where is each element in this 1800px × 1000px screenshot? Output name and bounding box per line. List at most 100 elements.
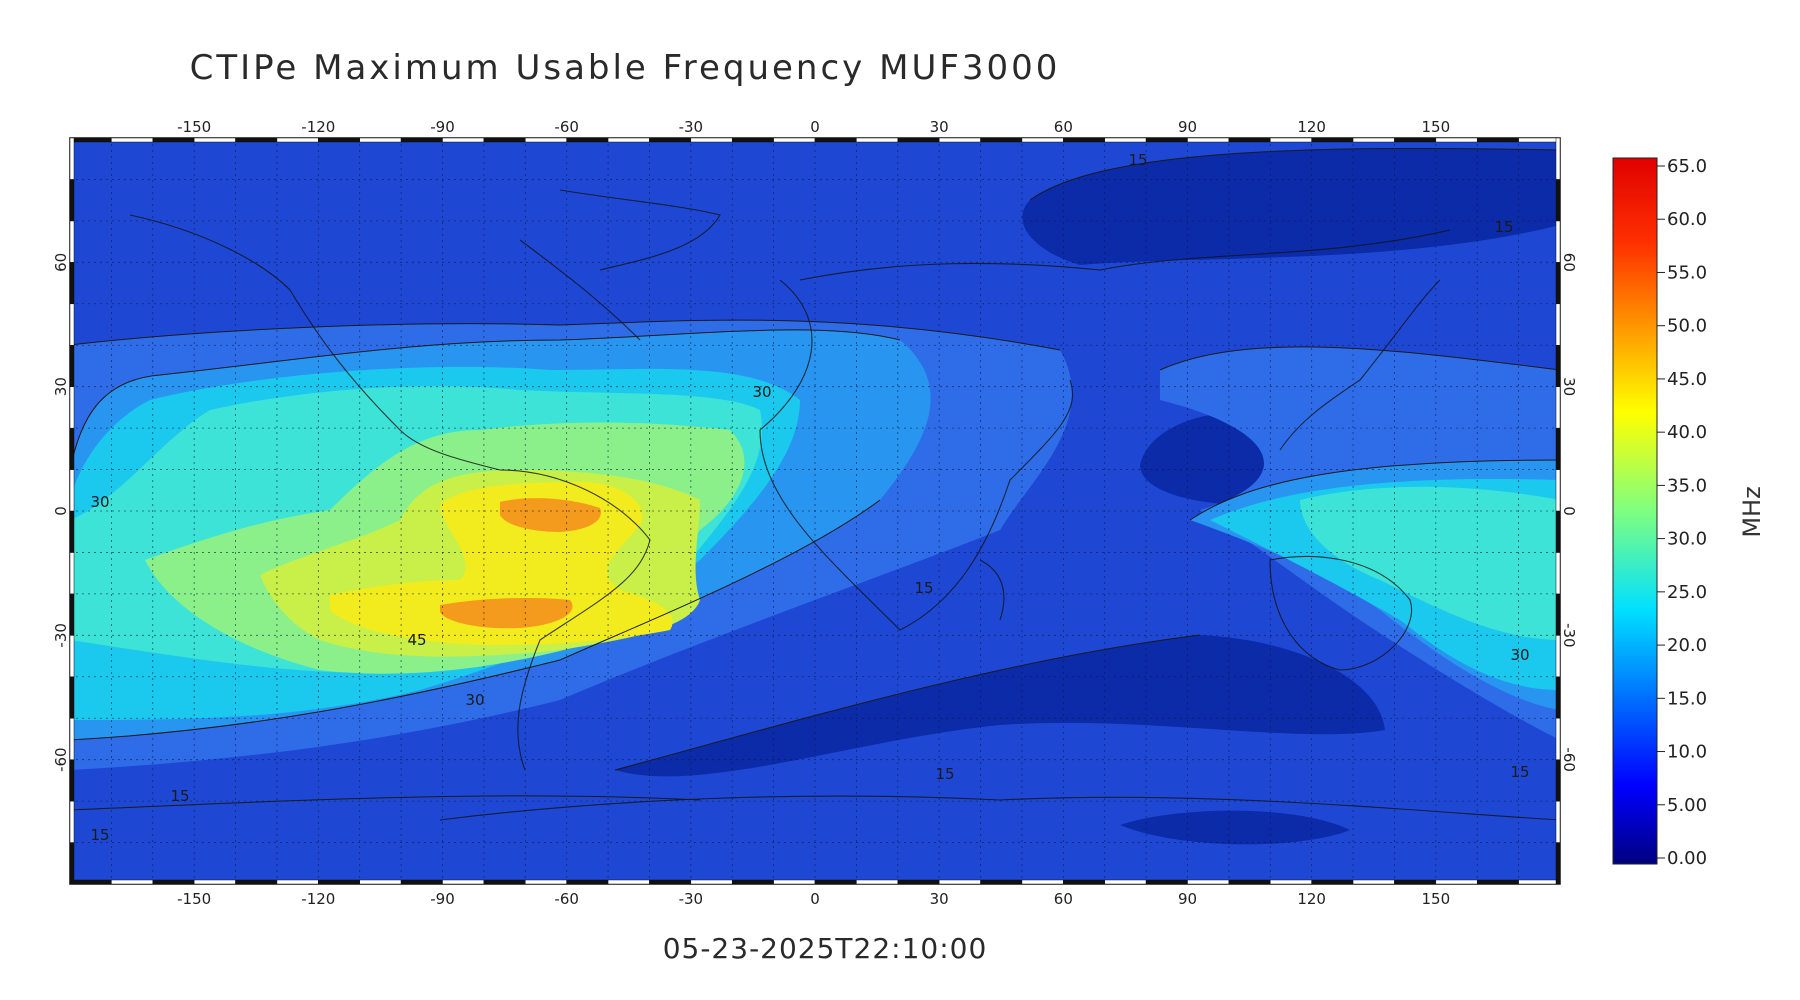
border-segment [359, 137, 402, 143]
border-segment [814, 137, 857, 143]
contour-fill: 30 30 45 30 15 15 15 15 30 15 15 15 [70, 138, 1560, 884]
border-segment [400, 137, 443, 143]
colorbar-tick-label: 55.0 [1667, 262, 1707, 283]
border-segment [69, 717, 75, 760]
border-segment [483, 879, 526, 885]
border-segment [980, 879, 1023, 885]
border-segment [1145, 137, 1188, 143]
border-segment [1555, 510, 1561, 553]
border-segment [193, 879, 236, 885]
border-segment [1555, 344, 1561, 387]
border-segment [483, 137, 526, 143]
colorbar-tick-label: 15.0 [1667, 688, 1707, 709]
lat-tick-left: 60 [52, 253, 70, 272]
colorbar-tick-label: 5.00 [1667, 795, 1707, 816]
border-segment [1555, 635, 1561, 678]
colorbar-tick-label: 25.0 [1667, 582, 1707, 603]
border-segment [1555, 469, 1561, 512]
border-segment [1476, 137, 1519, 143]
border-segment [152, 879, 195, 885]
border-segment [69, 137, 112, 143]
border-segment [235, 137, 278, 143]
colorbar-tick-label: 40.0 [1667, 422, 1707, 443]
lon-tick-bottom: 30 [930, 890, 949, 908]
graticule [70, 138, 1560, 884]
lon-tick-top: 150 [1422, 118, 1451, 136]
border-segment [1555, 552, 1561, 595]
border-segment [1352, 137, 1395, 143]
longitude-axis-bottom: -150 -120 -90 -60 -30 0 30 60 90 120 150 [177, 890, 1450, 908]
lon-tick-top: 30 [930, 118, 949, 136]
contour-label: 15 [1494, 218, 1513, 236]
border-segment [442, 137, 485, 143]
border-segment [69, 469, 75, 512]
border-segment [1476, 879, 1519, 885]
border-segment [1555, 842, 1561, 885]
border-segment [1555, 220, 1561, 263]
border-segment [1311, 879, 1354, 885]
border-segment [607, 879, 650, 885]
contour-label: 30 [465, 691, 484, 709]
border-segment [607, 137, 650, 143]
contour-label: 15 [90, 826, 109, 844]
border-segment [69, 262, 75, 305]
latitude-axis-left: 60 30 0 -30 -60 [52, 253, 70, 772]
border-segment [1352, 879, 1395, 885]
border-segment [111, 879, 154, 885]
border-segment [1555, 262, 1561, 305]
border-segment [318, 879, 360, 885]
border-segment [1555, 427, 1561, 470]
border-segment [1021, 879, 1064, 885]
contour-label: 15 [1128, 151, 1147, 169]
border-segment [69, 179, 75, 222]
border-segment [1435, 137, 1478, 143]
south-pacific-darkblue [615, 635, 1385, 777]
border-segment [1187, 137, 1230, 143]
border-segment [1270, 137, 1312, 143]
border-segment [649, 137, 692, 143]
lon-tick-top: 90 [1178, 118, 1197, 136]
border-segment [69, 344, 75, 387]
colorbar-tick-label: 30.0 [1667, 529, 1707, 550]
lon-tick-bottom: -120 [301, 890, 335, 908]
map-border-ticks [69, 137, 1561, 885]
border-segment [69, 220, 75, 263]
border-segment [69, 759, 75, 802]
lon-tick-bottom: -90 [430, 890, 455, 908]
colorbar: 65.0 60.0 55.0 50.0 45.0 40.0 35.0 30.0 25.0 20.0… [1612, 156, 1766, 869]
lon-tick-top: -30 [679, 118, 704, 136]
border-segment [938, 137, 981, 143]
border-segment [442, 879, 485, 885]
border-segment [566, 879, 609, 885]
contour-label: 15 [914, 579, 933, 597]
australia-level5 [1300, 486, 1560, 640]
border-segment [1063, 137, 1105, 143]
border-segment [1063, 879, 1105, 885]
border-segment [525, 137, 567, 143]
lon-tick-top: 0 [810, 118, 820, 136]
border-segment [1228, 137, 1271, 143]
border-segment [1394, 137, 1437, 143]
border-segment [1104, 137, 1147, 143]
border-segment [1555, 717, 1561, 760]
border-segment [980, 137, 1023, 143]
border-segment [69, 800, 75, 843]
border-segment [276, 879, 319, 885]
border-segment [690, 879, 733, 885]
lon-tick-bottom: 60 [1054, 890, 1073, 908]
border-segment [235, 879, 278, 885]
lon-tick-top: -150 [177, 118, 211, 136]
border-segment [897, 137, 940, 143]
colorbar-tick-label: 60.0 [1667, 209, 1707, 230]
border-segment [856, 879, 899, 885]
contour-label: 30 [752, 383, 771, 401]
border-segment [1518, 879, 1561, 885]
colorbar-tick-label: 0.00 [1667, 848, 1707, 869]
colorbar-tick-label: 10.0 [1667, 742, 1707, 763]
border-segment [1394, 879, 1437, 885]
lon-tick-bottom: -150 [177, 890, 211, 908]
contour-label: 15 [935, 765, 954, 783]
contour-labels: 30 30 45 30 15 15 15 15 30 15 15 15 [90, 151, 1529, 844]
contour-lines [70, 147, 1560, 811]
